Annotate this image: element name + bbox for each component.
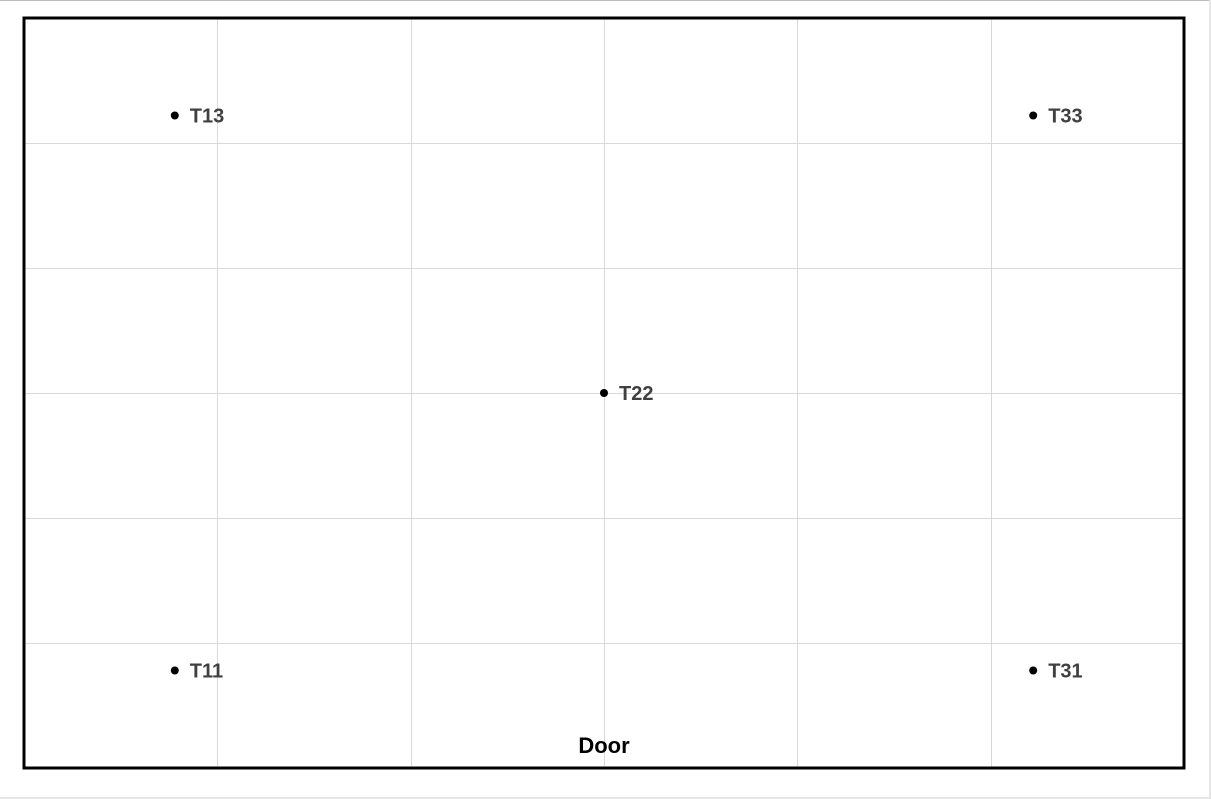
sensor-dot: [170, 666, 179, 675]
sensor-dot: [1029, 111, 1038, 120]
sensor-label: T11: [190, 661, 223, 683]
sensor-t31: T31: [1029, 661, 1083, 683]
sensor-label: T22: [619, 383, 653, 405]
sensor-t11: T11: [170, 661, 223, 683]
sensor-label: T13: [190, 106, 224, 128]
sensor-dot: [170, 111, 179, 120]
sensor-t22: T22: [600, 383, 653, 405]
sensor-label: T33: [1048, 106, 1082, 128]
sensor-group: T13 T33 T22 T11 T31: [170, 106, 1083, 683]
window-bottom-edge: [0, 797, 1211, 799]
sensor-dot: [1029, 666, 1038, 675]
sensor-dot: [600, 389, 608, 397]
sensor-t33: T33: [1029, 106, 1083, 128]
sensor-label: T31: [1048, 661, 1082, 683]
window-top-edge: [0, 0, 1211, 1]
window-right-edge: [1209, 0, 1211, 799]
sensor-t13: T13: [170, 106, 224, 128]
door-label: Door: [578, 733, 630, 758]
room-border: [22, 16, 1186, 770]
